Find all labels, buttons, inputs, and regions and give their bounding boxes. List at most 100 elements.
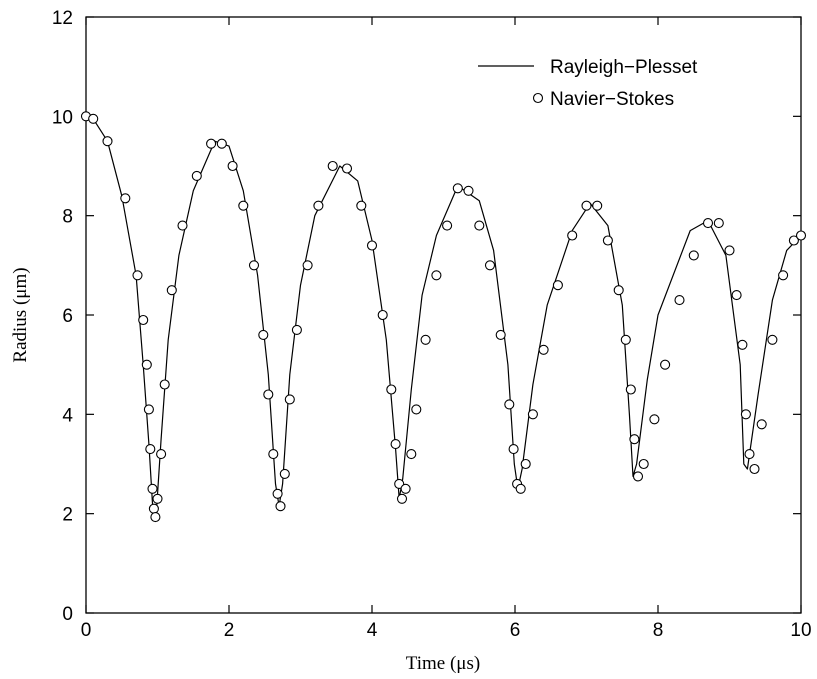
legend-label-navier-stokes: Navier−Stokes — [550, 89, 674, 110]
legend: Rayleigh−Plesset Navier−Stokes — [478, 57, 698, 110]
x-tick-label-3: 6 — [510, 620, 521, 641]
data-point-navier-stokes-87 — [795, 230, 807, 241]
data-point-navier-stokes-42 — [400, 483, 411, 494]
data-point-navier-stokes-74 — [688, 250, 699, 261]
y-tick-label-3: 6 — [62, 306, 73, 327]
data-point-navier-stokes-25 — [268, 449, 279, 460]
data-point-navier-stokes-51 — [484, 260, 496, 271]
data-point-navier-stokes-2 — [102, 136, 113, 147]
data-point-navier-stokes-71 — [649, 414, 660, 425]
data-point-navier-stokes-20 — [227, 160, 238, 172]
data-point-navier-stokes-46 — [431, 270, 442, 281]
data-point-navier-stokes-43 — [406, 449, 417, 460]
y-tick-label-6: 12 — [52, 8, 73, 29]
data-point-navier-stokes-63 — [592, 200, 603, 211]
data-point-navier-stokes-23 — [258, 329, 269, 340]
data-point-navier-stokes-52 — [495, 329, 506, 340]
plot-area-frame — [85, 16, 802, 614]
y-tick-label-5: 10 — [52, 107, 73, 128]
legend-label-rayleigh-plesset: Rayleigh−Plesset — [550, 57, 698, 78]
y-axis-title: Radius (μm) — [10, 267, 31, 362]
data-point-navier-stokes-78 — [731, 290, 742, 301]
data-point-navier-stokes-49 — [463, 185, 474, 196]
x-axis-title: Time (μs) — [406, 653, 480, 674]
data-point-navier-stokes-8 — [145, 444, 156, 455]
data-point-navier-stokes-28 — [279, 468, 290, 479]
data-point-navier-stokes-1 — [88, 113, 99, 124]
data-point-navier-stokes-65 — [613, 285, 624, 296]
data-point-navier-stokes-79 — [737, 339, 748, 350]
data-point-navier-stokes-33 — [327, 160, 338, 172]
data-point-navier-stokes-12 — [152, 493, 163, 504]
data-point-navier-stokes-38 — [386, 384, 397, 395]
data-point-navier-stokes-17 — [191, 170, 202, 181]
data-point-navier-stokes-84 — [767, 334, 778, 345]
data-point-navier-stokes-10 — [148, 503, 159, 514]
data-point-navier-stokes-21 — [238, 200, 249, 211]
data-point-navier-stokes-61 — [567, 230, 578, 241]
data-point-navier-stokes-57 — [520, 458, 531, 470]
data-point-navier-stokes-15 — [166, 285, 177, 296]
data-point-navier-stokes-77 — [724, 245, 735, 256]
data-point-navier-stokes-30 — [291, 324, 302, 335]
data-point-navier-stokes-18 — [206, 138, 217, 149]
data-point-navier-stokes-69 — [632, 471, 644, 482]
data-point-navier-stokes-54 — [508, 444, 519, 455]
axis-tick-labels: 0 2 4 6 8 10 0 2 4 6 8 10 12 — [52, 8, 812, 641]
data-point-navier-stokes-64 — [602, 235, 613, 246]
y-tick-label-2: 4 — [62, 405, 73, 426]
axis-ticks — [85, 16, 802, 614]
data-point-navier-stokes-82 — [749, 463, 760, 475]
x-tick-label-1: 2 — [224, 620, 235, 641]
data-point-navier-stokes-81 — [744, 449, 755, 460]
data-point-navier-stokes-22 — [248, 260, 260, 271]
data-point-navier-stokes-76 — [713, 218, 724, 229]
data-point-navier-stokes-27 — [275, 501, 286, 512]
data-point-navier-stokes-34 — [341, 163, 353, 174]
data-point-navier-stokes-80 — [740, 409, 751, 420]
y-tick-label-4: 8 — [62, 207, 73, 228]
data-point-navier-stokes-9 — [147, 483, 158, 494]
data-point-navier-stokes-5 — [138, 314, 149, 326]
data-point-navier-stokes-14 — [159, 379, 170, 390]
x-tick-label-0: 0 — [81, 620, 92, 641]
data-point-navier-stokes-83 — [756, 419, 767, 430]
data-point-navier-stokes-59 — [538, 344, 549, 355]
data-point-navier-stokes-32 — [313, 200, 324, 211]
data-point-navier-stokes-47 — [442, 220, 453, 231]
legend-marker-swatch — [532, 92, 544, 104]
data-point-navier-stokes-53 — [504, 399, 515, 410]
data-point-navier-stokes-29 — [284, 394, 295, 405]
data-point-navier-stokes-86 — [788, 235, 799, 246]
data-point-navier-stokes-70 — [638, 458, 649, 470]
data-point-navier-stokes-35 — [356, 200, 367, 211]
data-point-navier-stokes-44 — [411, 404, 422, 415]
x-tick-label-4: 8 — [653, 620, 664, 641]
series-markers — [80, 111, 807, 523]
data-point-navier-stokes-62 — [581, 200, 592, 211]
series-lines — [85, 115, 802, 517]
data-point-navier-stokes-26 — [272, 488, 283, 499]
data-point-navier-stokes-67 — [625, 384, 636, 395]
data-point-navier-stokes-41 — [396, 493, 408, 504]
data-point-navier-stokes-58 — [527, 409, 538, 420]
data-point-navier-stokes-85 — [778, 270, 789, 281]
data-point-navier-stokes-75 — [702, 218, 714, 229]
data-point-navier-stokes-11 — [150, 512, 161, 523]
data-point-navier-stokes-24 — [263, 389, 274, 400]
data-point-navier-stokes-4 — [132, 270, 143, 281]
data-point-navier-stokes-37 — [377, 309, 388, 321]
data-point-navier-stokes-31 — [302, 260, 313, 271]
data-point-navier-stokes-50 — [474, 220, 485, 231]
data-point-navier-stokes-68 — [629, 434, 640, 445]
data-point-navier-stokes-19 — [216, 138, 227, 149]
data-point-navier-stokes-56 — [515, 483, 526, 494]
x-tick-label-5: 10 — [790, 620, 811, 641]
data-point-navier-stokes-3 — [120, 193, 131, 204]
data-point-navier-stokes-73 — [674, 295, 685, 306]
data-point-navier-stokes-39 — [390, 439, 401, 450]
data-point-navier-stokes-6 — [141, 359, 152, 370]
data-point-navier-stokes-16 — [177, 220, 188, 231]
data-point-navier-stokes-13 — [156, 449, 167, 460]
